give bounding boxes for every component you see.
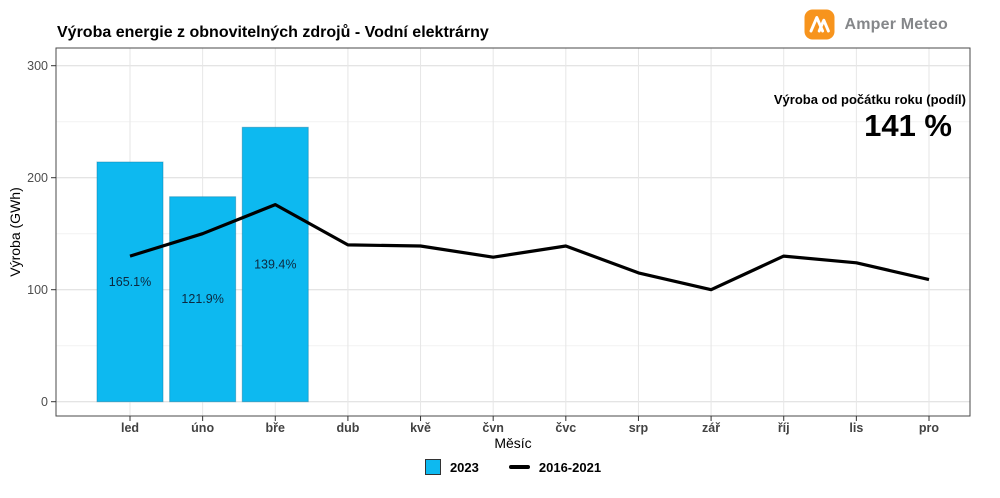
xtick-label-lis: lis [849,421,863,435]
chart-canvas: 165.1% 121.9% 139.4% 0 100 200 300 led úno bře dub… [7,47,971,451]
y-axis-title: Výroba (GWh) [7,187,23,276]
legend-label-2016-2021: 2016-2021 [538,459,602,475]
amper-meteo-icon [804,9,835,40]
xtick-label-čvc: čvc [555,421,576,435]
ytick-label-0: 0 [41,395,48,409]
bar-label-úno: 121.9% [181,292,223,306]
xtick-label-čvn: čvn [482,421,504,435]
xtick-label-zář: zář [702,421,720,435]
line-2016-2021 [129,203,930,292]
bar-bře [241,126,309,403]
bar-led [96,161,164,403]
xtick-label-úno: úno [191,421,214,435]
legend-item-2016-2021: 2016-2021 [508,459,602,475]
x-axis-title: Měsíc [494,435,531,451]
xtick-label-bře: bře [266,421,286,435]
xtick-label-led: led [121,421,139,435]
chart-legend: 2023 2016-2021 [56,459,970,475]
annotation-label: Výroba od počátku roku (podíl) [774,92,966,107]
ytick-label-300: 300 [27,59,48,73]
panel-border [55,47,971,417]
legend-item-2023: 2023 [424,459,479,475]
legend-swatch-2016-2021 [508,465,530,469]
xtick-label-dub: dub [336,421,359,435]
legend-label-2023: 2023 [449,459,479,475]
xtick-label-kvě: kvě [410,421,431,435]
logo-text: Amper Meteo [844,15,948,33]
amper-meteo-logo: Amper Meteo [804,9,948,40]
legend-swatch-2023 [424,459,441,475]
ytick-label-100: 100 [27,283,48,297]
ytick-label-200: 200 [27,171,48,185]
bar-label-led: 165.1% [109,275,151,289]
annotation-value: 141 % [864,108,952,143]
xtick-label-pro: pro [919,421,940,435]
chart-title: Výroba energie z obnovitelných zdrojů - … [57,24,489,41]
xtick-label-říj: říj [778,421,790,435]
bar-úno [169,196,237,403]
xtick-label-srp: srp [629,421,649,435]
bar-label-bře: 139.4% [254,258,296,272]
